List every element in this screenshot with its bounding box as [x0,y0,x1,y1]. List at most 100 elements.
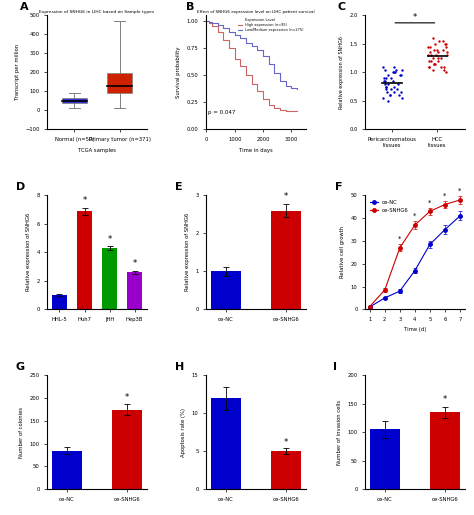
Point [425,51,432,59]
Legend: Expression Level, High expression (n=95), Low/Medium expression (n=275): Expression Level, High expression (n=95)… [237,17,304,32]
Bar [107,73,132,93]
Point [396,71,403,79]
Point [435,48,442,57]
Y-axis label: Relative expression of SNHG6: Relative expression of SNHG6 [26,213,31,291]
Point [383,74,390,82]
Text: B: B [186,2,195,12]
Bar [430,413,460,489]
Text: *: * [443,193,447,199]
Point [391,68,398,77]
Point [398,94,405,102]
Point [441,40,449,48]
Point [434,57,442,65]
Y-axis label: Relative expression of SNHG6: Relative expression of SNHG6 [338,36,344,109]
Point [384,71,392,79]
Text: D: D [16,182,25,192]
Text: *: * [82,196,87,205]
Point [435,54,442,62]
Point [426,48,434,57]
Point [382,82,390,91]
Bar [52,451,82,489]
Point [428,51,435,59]
Point [382,82,390,91]
Point [429,54,437,62]
Point [391,82,398,91]
Y-axis label: Number of invasion cells: Number of invasion cells [337,400,342,465]
Point [387,74,395,82]
Point [424,43,432,51]
Point [442,43,450,51]
Point [379,63,387,71]
Point [428,57,435,65]
Point [380,74,387,82]
Point [380,77,387,85]
Bar [62,98,87,103]
Text: *: * [133,260,137,268]
Text: *: * [428,200,432,205]
Point [440,37,447,45]
Point [380,94,387,102]
Text: A: A [19,2,28,12]
Point [439,45,447,54]
Legend: oe-NC, oe-SNHG6: oe-NC, oe-SNHG6 [368,198,411,215]
X-axis label: Time (d): Time (d) [404,328,426,333]
Point [388,85,395,94]
Y-axis label: Number of colonies: Number of colonies [19,407,24,458]
Title: Expression of SNHG6 in LIHC based on Sample types: Expression of SNHG6 in LIHC based on Sam… [39,10,155,14]
X-axis label: Time in days: Time in days [239,147,273,152]
Bar [370,430,400,489]
Point [426,63,433,71]
Y-axis label: Survival probability: Survival probability [176,47,182,98]
Point [382,77,389,85]
Y-axis label: Apoptosis rate (%): Apoptosis rate (%) [182,408,186,457]
Text: *: * [413,213,417,219]
Point [434,45,441,54]
Point [394,80,402,88]
Point [440,63,447,71]
Bar [77,211,92,310]
Point [436,37,443,45]
Text: E: E [174,182,182,192]
Point [386,91,393,99]
Point [426,57,433,65]
Point [431,60,438,68]
Point [443,48,451,57]
Point [389,68,396,77]
Text: I: I [333,362,337,372]
Bar [112,409,142,489]
Text: *: * [284,438,288,447]
Y-axis label: Transcript per million: Transcript per million [15,44,20,100]
Point [427,43,434,51]
Point [391,88,398,96]
Text: *: * [458,187,462,194]
Point [430,60,438,68]
Bar [211,398,241,489]
Point [425,63,433,71]
Point [384,80,392,88]
Text: *: * [108,235,112,244]
Point [430,60,438,68]
Bar [102,248,117,310]
X-axis label: TCGA samples: TCGA samples [78,147,116,152]
Point [391,68,398,77]
Text: *: * [443,396,447,404]
Text: *: * [284,193,288,201]
Point [440,65,448,74]
Point [386,91,393,99]
Y-axis label: Relative expression of SNHG6: Relative expression of SNHG6 [185,213,190,291]
Point [442,68,450,77]
Point [390,63,398,71]
Point [438,54,445,62]
Point [398,88,405,96]
Text: p = 0.047: p = 0.047 [208,110,236,115]
Text: C: C [337,2,346,12]
Point [443,51,451,59]
Point [429,65,437,74]
Bar [52,295,67,310]
Point [429,34,437,42]
Point [442,40,449,48]
Point [382,65,389,74]
Text: *: * [125,393,129,402]
Title: Effect of SNHG6 expression level on LIHC patient survival: Effect of SNHG6 expression level on LIHC… [197,10,315,14]
Point [397,71,405,79]
